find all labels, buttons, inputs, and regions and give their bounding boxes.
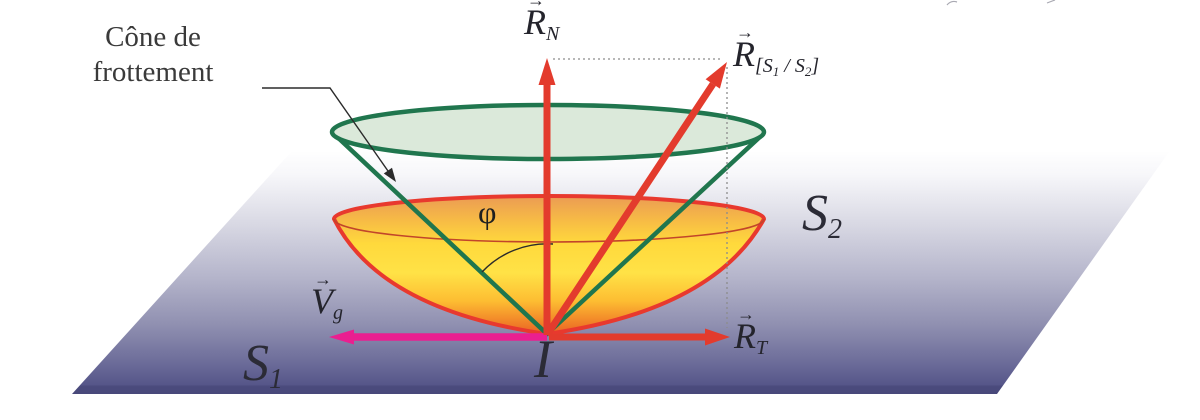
vector-arrow-icon: →	[527, 0, 545, 10]
label-r-s1s2-sub-open: [S	[755, 55, 773, 77]
label-r-n-sub: N	[546, 23, 560, 45]
label-r-n: → RN	[524, 0, 559, 44]
vg-arrowhead-icon	[329, 329, 354, 345]
label-s2: S2	[802, 185, 842, 244]
friction-cone-title: Cône de frottement	[84, 20, 222, 91]
label-r-s1s2-sub-close: ]	[811, 55, 820, 77]
label-r-t-base: R	[734, 316, 756, 356]
label-s1-sub: 1	[269, 364, 283, 395]
label-v-g-base: V	[311, 281, 333, 321]
top-edge-fragment-1	[946, 0, 958, 6]
vector-arrow-icon: →	[736, 22, 754, 42]
label-r-t-sub: T	[756, 337, 768, 359]
top-edge-fragment-2	[1046, 0, 1056, 4]
label-s2-sub: 2	[828, 214, 842, 245]
title-line-1: Cône de	[105, 21, 201, 53]
rs1s2-arrowhead-icon	[705, 62, 727, 89]
label-r-n-base: R	[524, 2, 546, 42]
leader-arrowhead-icon	[383, 167, 396, 182]
leader-line	[262, 87, 389, 172]
title-line-2: frottement	[92, 56, 214, 89]
label-r-s1s2: → R[S1 / S2]	[733, 23, 819, 78]
rs1s2-arrow-shaft	[544, 82, 716, 337]
label-r-s1s2-sub-mid: / S	[779, 55, 805, 77]
label-v-g-sub: g	[333, 302, 343, 324]
rn-arrowhead-icon	[538, 58, 556, 85]
label-r-t: → RT	[734, 305, 767, 358]
label-r-s1s2-sub-1: 1	[772, 64, 780, 79]
label-s1: S1	[243, 335, 283, 394]
green-cone-left-edge	[330, 130, 550, 337]
label-r-s1s2-base: R	[733, 34, 755, 74]
vector-arrow-icon: →	[314, 269, 332, 289]
label-phi: φ	[478, 194, 497, 230]
label-s2-base: S	[802, 185, 828, 242]
vector-arrow-icon: →	[737, 304, 755, 324]
label-v-g: → Vg	[311, 270, 343, 323]
label-point-i: I	[534, 329, 552, 389]
label-r-s1s2-sub-2: 2	[804, 64, 812, 79]
rt-arrowhead-icon	[705, 328, 730, 346]
label-s1-base: S	[243, 335, 269, 392]
